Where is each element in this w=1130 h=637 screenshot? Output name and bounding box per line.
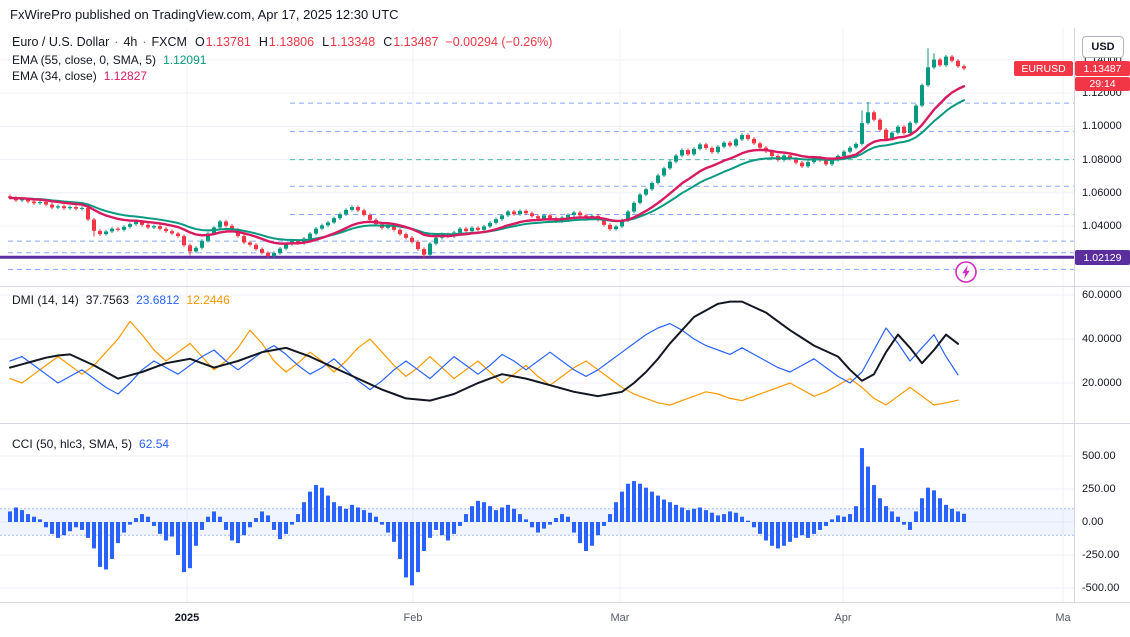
bar-countdown-badge: 29:14 xyxy=(1075,77,1130,91)
axis-tick-label: 60.0000 xyxy=(1082,289,1122,301)
close-label: C xyxy=(383,35,393,49)
open-label: O xyxy=(194,35,205,49)
change-value: −0.00294 (−0.26%) xyxy=(445,35,553,49)
time-tick-label: Ma xyxy=(1055,612,1071,624)
price-scale-border xyxy=(1074,28,1075,637)
axis-tick-label: 1.08000 xyxy=(1082,153,1122,166)
axis-tick-label: 20.0000 xyxy=(1082,377,1122,389)
ema34-value: 1.12827 xyxy=(103,69,148,83)
exchange-label: FXCM xyxy=(151,35,187,49)
cci-histogram xyxy=(0,448,1074,586)
time-tick-label: Apr xyxy=(834,612,852,624)
adx-value: 37.7563 xyxy=(85,293,130,307)
interval-label: 4h xyxy=(123,35,138,49)
ema34-label: EMA (34, close) xyxy=(12,69,97,83)
panel-separator[interactable] xyxy=(0,423,1130,424)
plus-di-value: 23.6812 xyxy=(136,293,180,307)
high-value: 1.13806 xyxy=(268,35,315,49)
axis-tick-label: 1.04000 xyxy=(1082,220,1122,233)
cci-label: CCI (50, hlc3, SMA, 5) xyxy=(12,437,133,451)
low-label: L xyxy=(322,35,330,49)
event-lightning-icon[interactable] xyxy=(953,259,979,285)
separator-dot: · xyxy=(114,35,119,49)
ema34-legend[interactable]: EMA (34, close) 1.12827 xyxy=(12,69,147,83)
ema55-legend[interactable]: EMA (55, close, 0, SMA, 5) 1.12091 xyxy=(12,53,206,67)
high-label: H xyxy=(258,35,268,49)
open-value: 1.13781 xyxy=(205,35,251,49)
ema-lines xyxy=(8,85,966,245)
dmi-lines xyxy=(9,300,959,406)
minus-di-value: 12.2446 xyxy=(186,293,230,307)
timescale-separator xyxy=(0,602,1130,603)
currency-unit-button[interactable]: USD xyxy=(1082,36,1124,58)
time-tick-label: Feb xyxy=(403,612,423,624)
ema55-value: 1.12091 xyxy=(163,53,207,67)
time-tick-label: Mar xyxy=(610,612,630,624)
cci-value: 62.54 xyxy=(139,437,170,451)
cci-legend[interactable]: CCI (50, hlc3, SMA, 5) 62.54 xyxy=(12,437,169,451)
axis-tick-label: 0.00 xyxy=(1082,516,1104,528)
panel-separator[interactable] xyxy=(0,286,1130,287)
low-value: 1.13348 xyxy=(330,35,376,49)
last-price-badge: 1.13487 xyxy=(1075,61,1130,76)
level-price-badge: 1.02129 xyxy=(1075,250,1130,265)
axis-tick-label: -500.00 xyxy=(1082,582,1120,594)
symbol-name: Euro / U.S. Dollar xyxy=(12,35,110,49)
dmi-label: DMI (14, 14) xyxy=(12,293,79,307)
axis-tick-label: 250.00 xyxy=(1082,483,1116,495)
axis-tick-label: 1.10000 xyxy=(1082,120,1122,133)
time-scale[interactable]: 2025 Feb Mar Apr Ma xyxy=(0,603,1130,637)
symbol-legend[interactable]: Euro / U.S. Dollar · 4h · FXCM O1.13781 H1.138… xyxy=(12,35,552,49)
axis-tick-label: 40.0000 xyxy=(1082,333,1122,345)
separator-dot: · xyxy=(142,35,147,49)
axis-tick-label: -250.00 xyxy=(1082,549,1120,561)
ema55-label: EMA (55, close, 0, SMA, 5) xyxy=(12,53,157,67)
symbol-price-label: EURUSD xyxy=(1014,61,1073,76)
axis-tick-label: 1.06000 xyxy=(1082,186,1122,199)
time-tick-label: 2025 xyxy=(174,612,200,624)
axis-tick-label: 500.00 xyxy=(1082,450,1116,462)
close-value: 1.13487 xyxy=(393,35,439,49)
publish-note: FxWirePro published on TradingView.com, … xyxy=(10,7,399,22)
support-resistance-levels xyxy=(0,102,1074,270)
dmi-legend[interactable]: DMI (14, 14) 37.7563 23.6812 12.2446 xyxy=(12,293,230,307)
